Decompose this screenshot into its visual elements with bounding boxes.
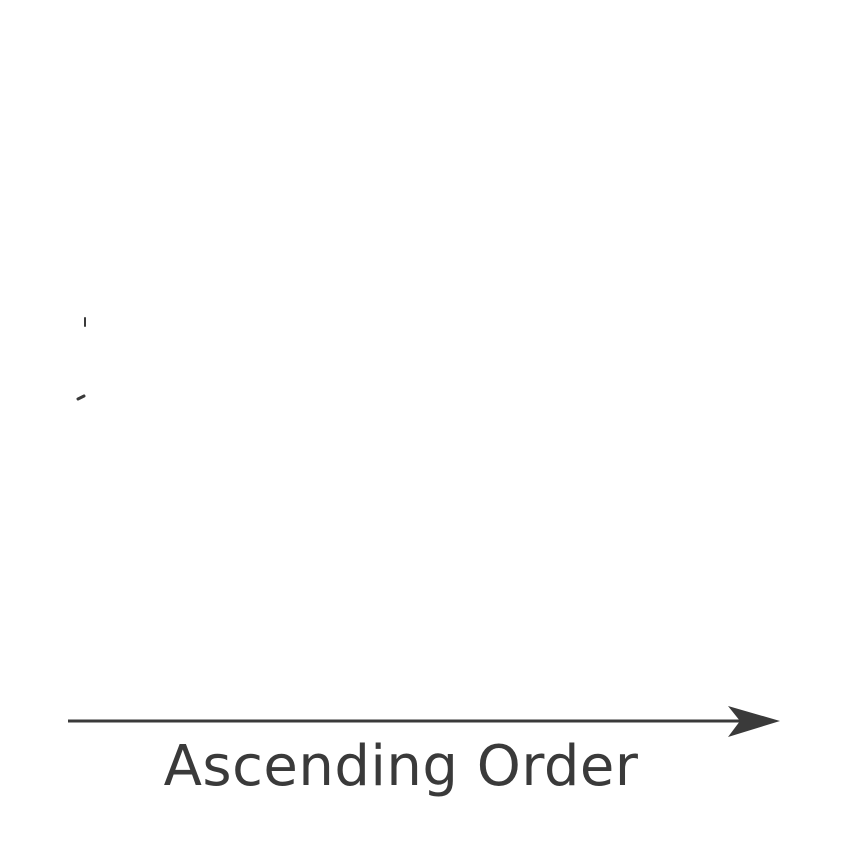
axis-label: Ascending Order <box>163 734 639 799</box>
arrow-right-icon <box>728 706 780 737</box>
tick-mark-lower <box>76 394 86 401</box>
